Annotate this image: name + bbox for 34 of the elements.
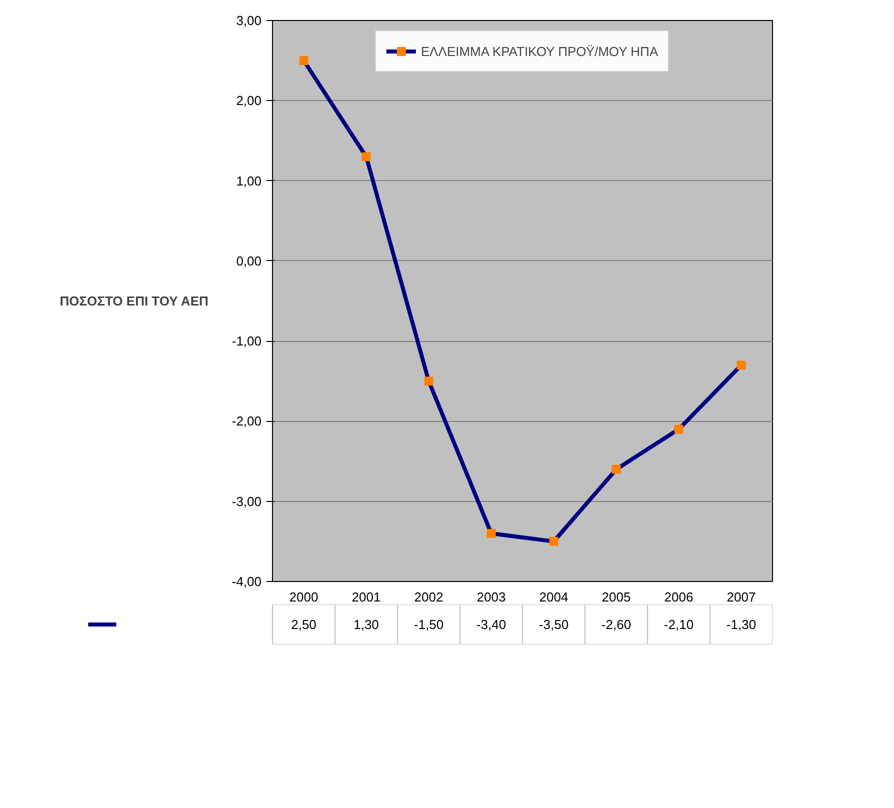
y-tick-label: 2,00: [236, 93, 262, 108]
x-tick-label: 2000: [289, 590, 318, 604]
x-tick-label: 2002: [414, 590, 444, 604]
point: [486, 528, 496, 538]
data-label: 2,50: [291, 617, 316, 632]
data-label: -3,40: [476, 617, 506, 632]
y-tick-label: -2,00: [232, 414, 262, 429]
y-tick-label: 0,00: [236, 253, 262, 268]
y-tick-label: -1,00: [232, 334, 262, 349]
point: [736, 360, 746, 370]
y-tick-label: -4,00: [232, 574, 262, 589]
data-label: -2,60: [601, 617, 632, 632]
x-tick-label: 2001: [352, 590, 381, 604]
x-tick-label: 2005: [602, 590, 631, 604]
y-tick-label: 3,00: [236, 13, 262, 28]
data-label: -1,30: [726, 617, 756, 632]
data-label: -2,10: [664, 617, 694, 632]
x-tick-label: 2004: [539, 590, 568, 604]
point: [549, 536, 558, 546]
point: [299, 56, 308, 66]
y-axis-title: ΠΟΣΟΣΤΟ ΕΠΙ ΤΟΥ ΑΕΠ: [60, 294, 208, 308]
legend-label: ΕΛΛΕΙΜΜΑ ΚΡΑΤΙΚΟΥ ΠΡΟΫ/ΜΟΥ ΗΠΑ: [420, 44, 658, 58]
data-label: -3,50: [538, 617, 569, 632]
data-label: -1,50: [414, 617, 444, 632]
point: [612, 464, 621, 474]
x-tick-label: 2007: [726, 590, 756, 604]
x-tick-label: 2006: [664, 590, 694, 604]
point: [424, 376, 434, 386]
data-label: 1,30: [354, 617, 379, 632]
y-tick-label: 1,00: [236, 173, 262, 188]
x-tick-label: 2003: [476, 590, 506, 604]
y-tick-label: -3,00: [232, 494, 262, 509]
point: [674, 424, 684, 434]
point: [362, 152, 371, 162]
